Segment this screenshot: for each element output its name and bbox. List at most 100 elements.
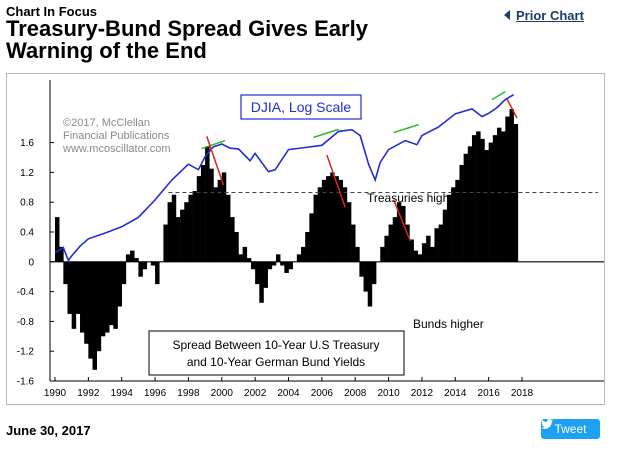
tweet-button[interactable]: Tweet — [541, 419, 600, 439]
spread-bar — [171, 194, 177, 262]
spread-bar — [280, 261, 285, 266]
chart-panel: 1.6 1.2 0.8 0.4 0 -0.4 -0.8 -1.2 -1.6 1990 1992 199… — [6, 73, 605, 405]
spread-bar — [125, 254, 131, 262]
spread-bar — [213, 187, 218, 262]
spread-bar — [188, 194, 193, 262]
red-trend-line — [206, 136, 225, 186]
x-tick-label: 2016 — [478, 388, 501, 399]
x-tick-label: 2006 — [311, 388, 334, 399]
tweet-label: Tweet — [554, 422, 587, 436]
spread-label-box — [148, 330, 405, 376]
spread-bar — [100, 261, 106, 337]
spread-bar — [250, 261, 256, 270]
spread-bar — [84, 261, 89, 344]
spread-bar — [405, 224, 410, 262]
spread-bar — [142, 261, 148, 270]
spread-bar — [134, 258, 139, 262]
spread-bar — [476, 131, 481, 262]
page-title: Treasury-Bund Spread Gives Early Warning… — [6, 16, 368, 63]
spread-bar — [434, 228, 439, 262]
x-tick-label: 1992 — [77, 388, 100, 399]
x-tick-label: 1990 — [44, 388, 67, 399]
prior-chart-label: Prior Chart — [516, 8, 584, 23]
spread-bar — [230, 217, 235, 262]
spread-bar — [150, 261, 156, 266]
spread-bar — [380, 246, 385, 262]
spread-bar — [451, 187, 456, 262]
spread-bar — [88, 261, 93, 359]
spread-bar — [509, 109, 514, 262]
spread-bar — [413, 250, 419, 262]
spread-bar — [246, 258, 252, 262]
spread-bar — [288, 261, 293, 270]
spread-bar — [309, 213, 314, 262]
spread-bar — [221, 172, 227, 262]
spread-bar — [284, 261, 289, 273]
spread-bar — [63, 261, 68, 285]
spread-bar — [163, 224, 168, 262]
spread-bar — [238, 254, 243, 262]
treasury-bund-chart: 1.6 1.2 0.8 0.4 0 -0.4 -0.8 -1.2 -1.6 1990 1992 199… — [17, 80, 604, 399]
y-tick-label: -1.2 — [17, 347, 35, 358]
spread-bar — [80, 261, 85, 333]
spread-bar — [409, 239, 414, 262]
spread-bar — [384, 235, 389, 262]
djia-label: DJIA, Log Scale — [251, 99, 352, 115]
spread-bar — [155, 261, 160, 285]
spread-bar — [234, 232, 239, 262]
red-trend-line — [506, 98, 518, 119]
red-trend-line — [392, 199, 411, 242]
spread-bar — [417, 254, 423, 262]
spread-bar — [355, 246, 360, 262]
y-tick-label: -0.4 — [17, 287, 35, 298]
spread-bar — [455, 179, 460, 262]
green-trend-line — [393, 123, 419, 134]
spread-bar — [117, 261, 123, 307]
post-date: June 30, 2017 — [6, 423, 91, 438]
x-tick-label: 2018 — [511, 388, 534, 399]
spread-bar — [421, 243, 427, 262]
y-tick-label: -0.8 — [17, 317, 35, 328]
spread-bar — [205, 146, 210, 262]
chevron-left-icon — [504, 10, 510, 20]
spread-label: Spread Between 10-Year U.S Treasury — [172, 338, 379, 352]
spread-bar — [359, 261, 364, 277]
red-trend-line — [326, 154, 346, 208]
spread-bar — [184, 202, 189, 262]
spread-bar — [175, 217, 181, 262]
copyright-text: www.mcoscillator.com — [62, 143, 171, 155]
spread-bar — [446, 194, 452, 262]
spread-bar — [313, 194, 318, 262]
spread-bar — [167, 202, 173, 262]
spread-bar — [109, 261, 114, 326]
spread-bar — [334, 176, 339, 262]
spread-bar — [92, 261, 97, 370]
prior-chart-link[interactable]: Prior Chart — [504, 8, 584, 23]
spread-bar — [67, 261, 72, 314]
x-tick-label: 2014 — [444, 388, 467, 399]
spread-bar — [267, 261, 273, 270]
spread-bar — [342, 187, 348, 262]
spread-bar — [401, 205, 406, 262]
spread-bar — [275, 254, 281, 262]
spread-bar — [255, 261, 260, 285]
spread-bar — [301, 246, 306, 262]
x-tick-label: 2012 — [411, 388, 434, 399]
spread-bar — [130, 250, 135, 262]
spread-label: and 10-Year German Bund Yields — [187, 355, 365, 369]
spread-bar — [505, 116, 510, 262]
spread-bar — [371, 261, 377, 285]
spread-bar — [59, 246, 64, 262]
spread-bar — [442, 209, 448, 262]
green-trend-line — [201, 139, 226, 150]
spread-bar — [330, 172, 335, 262]
spread-bar — [105, 261, 110, 333]
spread-bar — [488, 142, 494, 262]
spread-bar — [192, 191, 198, 262]
green-trend-line — [313, 128, 339, 139]
spread-bar — [217, 179, 223, 262]
spread-bar — [388, 224, 394, 262]
djia-label-box — [240, 94, 362, 120]
spread-bar — [467, 146, 473, 262]
spread-bar — [225, 194, 231, 262]
